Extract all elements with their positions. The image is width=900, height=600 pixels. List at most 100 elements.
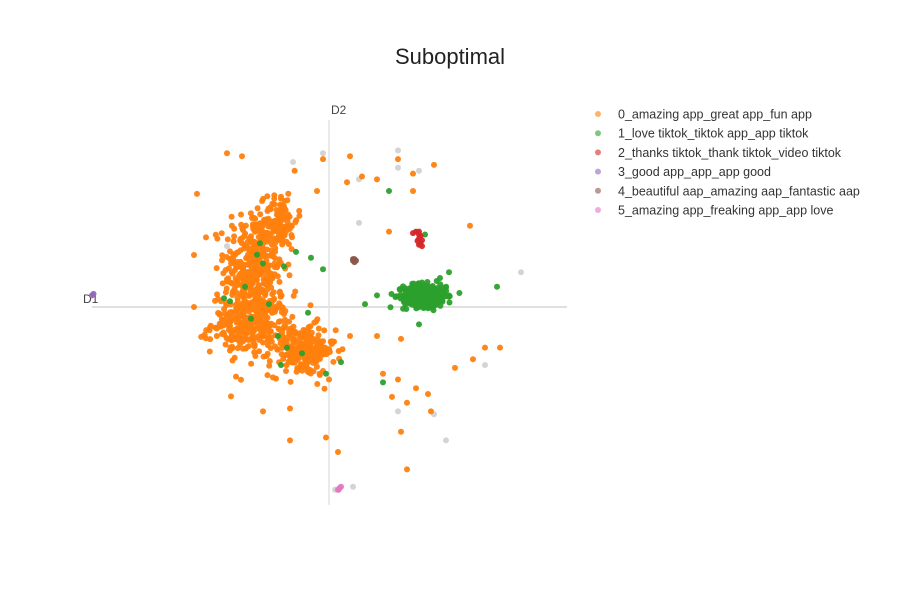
noise-point <box>320 150 326 157</box>
series-0-point <box>259 324 266 330</box>
series-0-point <box>230 280 236 287</box>
series-0-point <box>290 292 297 299</box>
series-1-point <box>418 281 425 288</box>
series-0-point <box>321 327 328 334</box>
legend-entry[interactable]: 5_amazing app_freaking app_app love <box>618 204 833 218</box>
legend-entry[interactable]: 0_amazing app_great app_fun app <box>618 108 812 122</box>
series-0-point <box>326 349 333 355</box>
series-0-point <box>283 368 289 374</box>
noise-point <box>350 483 356 490</box>
series-0-point <box>234 305 241 312</box>
series-0-point <box>286 226 293 232</box>
series-0-point <box>287 405 293 412</box>
series-0-point <box>266 362 273 369</box>
series-0-point <box>428 408 434 415</box>
series-0-point <box>234 345 241 352</box>
series-0-point <box>214 291 221 298</box>
series-0-point <box>250 247 257 254</box>
series-0-point <box>229 332 236 339</box>
series-0-point <box>250 334 257 341</box>
series-0-point <box>307 342 314 349</box>
series-0-point <box>224 236 231 243</box>
series-0-point <box>214 235 221 242</box>
series-1-point <box>254 251 260 258</box>
series-0-point <box>398 428 404 435</box>
series-0-point <box>244 272 251 279</box>
series-0-point <box>250 214 257 221</box>
series-0-point <box>264 372 271 379</box>
series-1-point <box>410 280 417 287</box>
series-1-point <box>415 293 422 300</box>
series-0-point <box>299 334 306 341</box>
legend-marker[interactable] <box>595 187 601 194</box>
legend-entry[interactable]: 1_love tiktok_tiktok app_app tiktok <box>618 127 809 141</box>
series-0-point <box>248 306 255 313</box>
legend-entry[interactable]: 4_beautiful aap_amazing aap_fantastic aa… <box>618 184 860 198</box>
series-0-point <box>307 370 314 377</box>
series-0-point <box>425 391 431 397</box>
series-0-point <box>395 156 401 163</box>
series-1-point <box>416 321 422 328</box>
series-0-point <box>298 344 305 351</box>
series-0-point <box>321 385 328 392</box>
series-0-point <box>335 348 342 354</box>
series-0-point <box>293 217 300 224</box>
series-0-point <box>220 329 227 336</box>
series-0-point <box>335 449 341 455</box>
series-0-point <box>198 333 205 340</box>
series-1-point <box>305 309 311 316</box>
series-0-point <box>277 234 284 241</box>
legend-entry[interactable]: 3_good app_app_app good <box>618 165 771 179</box>
legend-marker[interactable] <box>595 149 601 156</box>
series-0-point <box>275 318 282 325</box>
series-0-point <box>288 246 295 253</box>
series-0-point <box>233 373 239 380</box>
series-0-point <box>374 333 380 339</box>
series-0-point <box>221 306 228 313</box>
series-1-point <box>293 248 299 255</box>
series-0-point <box>227 248 233 255</box>
series-0-point <box>212 297 218 304</box>
legend-marker[interactable] <box>595 130 601 137</box>
series-0-point <box>243 318 250 325</box>
series-0-point <box>314 316 321 323</box>
series-0-point <box>240 299 247 306</box>
legend-marker[interactable] <box>595 207 601 213</box>
series-0-point <box>251 292 258 299</box>
series-1-point <box>400 298 407 305</box>
series-0-point <box>308 354 315 361</box>
series-0-point <box>233 249 240 256</box>
series-4-point <box>350 256 356 263</box>
series-1-point <box>386 188 392 194</box>
series-1-point <box>494 283 500 290</box>
series-0-point <box>268 320 275 327</box>
series-0-point <box>213 333 220 339</box>
series-0-point <box>219 252 226 259</box>
series-0-point <box>239 153 245 160</box>
series-0-point <box>212 324 219 331</box>
series-0-point <box>257 211 264 218</box>
series-0-point <box>278 195 284 202</box>
series-1-point <box>227 298 233 305</box>
series-0-point <box>380 370 386 377</box>
series-1-point <box>299 350 305 357</box>
series-0-point <box>276 259 283 266</box>
series-0-point <box>323 434 329 441</box>
legend-marker[interactable] <box>595 168 601 175</box>
series-0-point <box>276 214 283 221</box>
series-0-point <box>286 272 293 279</box>
series-0-point <box>296 207 303 214</box>
series-0-point <box>280 324 287 331</box>
series-points <box>89 150 503 493</box>
series-0-point <box>296 212 303 219</box>
series-0-point <box>230 238 237 245</box>
legend-marker[interactable] <box>595 111 601 117</box>
noise-point <box>518 269 524 276</box>
legend-entry[interactable]: 2_thanks tiktok_thank tiktok_video tikto… <box>618 146 842 160</box>
series-0-point <box>248 360 255 367</box>
series-0-point <box>276 290 283 296</box>
series-0-point <box>272 248 279 255</box>
noise-point <box>416 167 422 174</box>
series-0-point <box>332 327 339 334</box>
